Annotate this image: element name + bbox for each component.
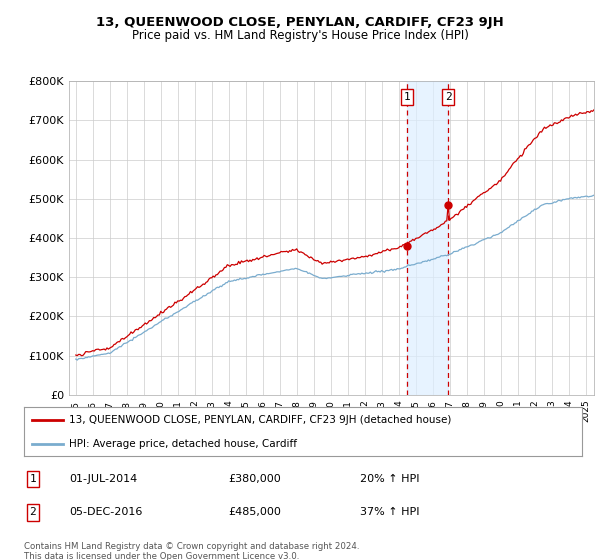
Text: 20% ↑ HPI: 20% ↑ HPI <box>360 474 419 484</box>
Text: 2: 2 <box>445 92 452 102</box>
Text: 37% ↑ HPI: 37% ↑ HPI <box>360 507 419 517</box>
Text: 13, QUEENWOOD CLOSE, PENYLAN, CARDIFF, CF23 9JH: 13, QUEENWOOD CLOSE, PENYLAN, CARDIFF, C… <box>96 16 504 29</box>
Text: £380,000: £380,000 <box>228 474 281 484</box>
Text: 2: 2 <box>29 507 37 517</box>
Text: Price paid vs. HM Land Registry's House Price Index (HPI): Price paid vs. HM Land Registry's House … <box>131 29 469 42</box>
Text: 1: 1 <box>29 474 37 484</box>
Text: HPI: Average price, detached house, Cardiff: HPI: Average price, detached house, Card… <box>68 439 296 449</box>
Text: 13, QUEENWOOD CLOSE, PENYLAN, CARDIFF, CF23 9JH (detached house): 13, QUEENWOOD CLOSE, PENYLAN, CARDIFF, C… <box>68 416 451 426</box>
Bar <box>407 81 448 395</box>
Text: 1: 1 <box>404 92 410 102</box>
Text: £485,000: £485,000 <box>228 507 281 517</box>
Text: 01-JUL-2014: 01-JUL-2014 <box>69 474 137 484</box>
Text: Contains HM Land Registry data © Crown copyright and database right 2024.
This d: Contains HM Land Registry data © Crown c… <box>24 542 359 560</box>
Text: 05-DEC-2016: 05-DEC-2016 <box>69 507 142 517</box>
